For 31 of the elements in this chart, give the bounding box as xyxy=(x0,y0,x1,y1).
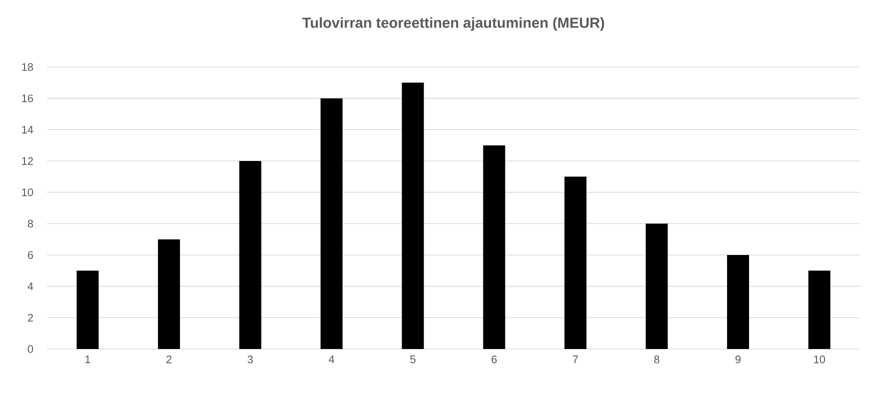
y-tick-label: 8 xyxy=(28,220,33,228)
y-tick-label: 2 xyxy=(28,314,33,322)
bar xyxy=(483,145,506,349)
y-tick-label: 0 xyxy=(28,345,34,353)
y-tick-label: 18 xyxy=(22,63,33,71)
x-tick-label: 6 xyxy=(492,356,497,364)
y-tick-label: 12 xyxy=(22,157,33,165)
x-tick-label: 4 xyxy=(328,356,334,364)
y-tick-label: 4 xyxy=(28,282,34,290)
x-tick-label: 5 xyxy=(410,356,416,364)
y-tick-label: 6 xyxy=(28,251,33,259)
bar xyxy=(808,270,830,349)
bar xyxy=(646,224,668,349)
x-tick-label: 3 xyxy=(248,356,253,364)
bar xyxy=(727,254,750,349)
bar xyxy=(320,98,343,349)
x-tick-label: 7 xyxy=(572,356,578,364)
y-tick-label: 14 xyxy=(22,126,34,134)
x-tick-label: 2 xyxy=(166,356,172,364)
bar xyxy=(76,270,99,349)
y-tick-label: 16 xyxy=(22,94,33,102)
chart-title: Tulovirran teoreettinen ajautuminen (MEUR) xyxy=(302,17,604,31)
x-tick-label: 1 xyxy=(85,356,90,364)
x-tick-label: 10 xyxy=(814,356,826,364)
y-tick-label: 10 xyxy=(22,188,34,196)
x-tick-label: 9 xyxy=(736,356,741,364)
bar xyxy=(158,239,180,349)
x-tick-label: 8 xyxy=(654,356,660,364)
bar xyxy=(564,176,586,349)
bar xyxy=(239,160,262,349)
bar xyxy=(402,82,424,349)
